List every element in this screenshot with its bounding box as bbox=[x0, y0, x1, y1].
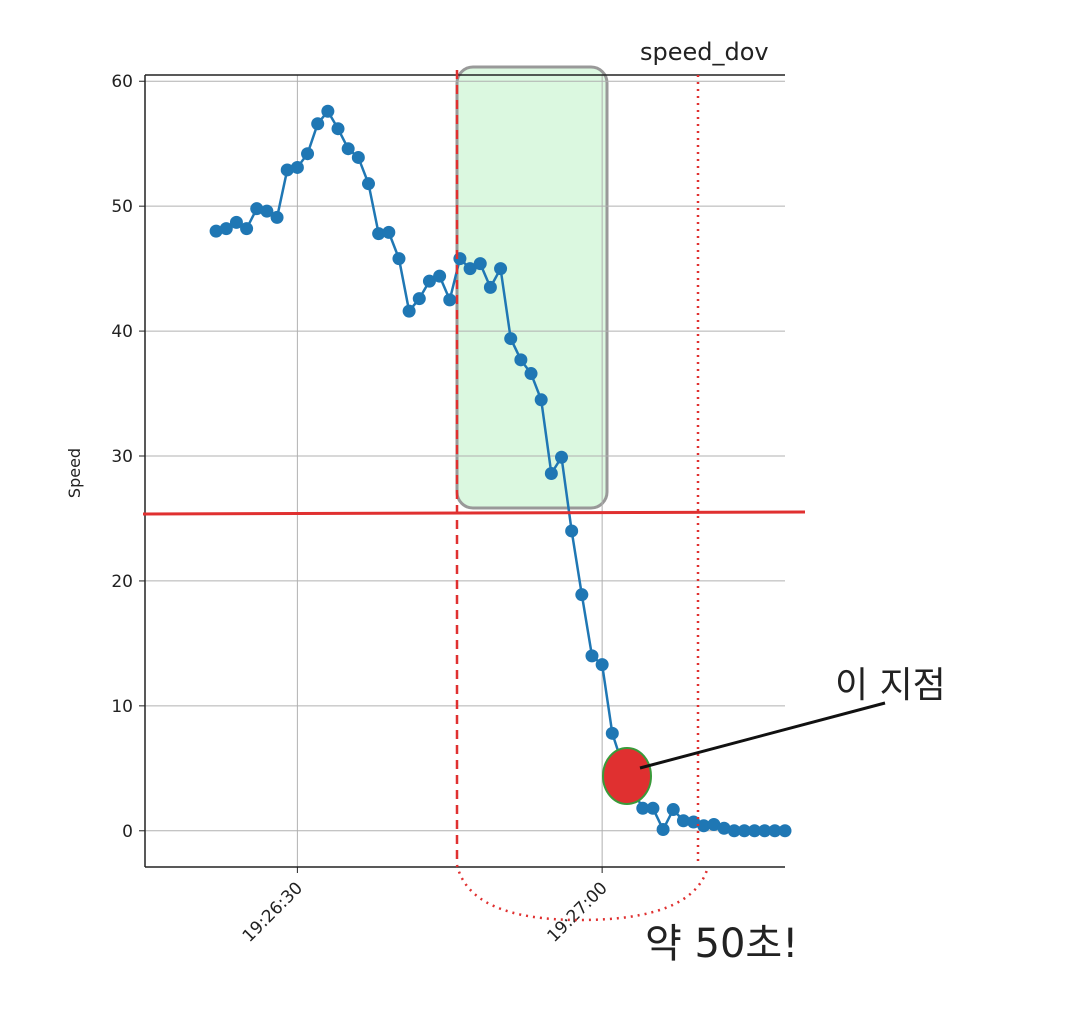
data-point bbox=[402, 304, 416, 318]
data-point bbox=[433, 269, 447, 283]
data-point bbox=[483, 280, 497, 294]
data-point bbox=[504, 332, 518, 346]
data-point bbox=[585, 649, 599, 663]
data-point bbox=[361, 177, 375, 191]
data-point bbox=[778, 824, 792, 838]
marker-blob bbox=[602, 747, 652, 805]
data-point bbox=[534, 393, 548, 407]
y-tick-label: 0 bbox=[122, 822, 133, 842]
data-point bbox=[565, 524, 579, 538]
data-point bbox=[311, 117, 325, 131]
annotation: 이 지점 bbox=[835, 665, 946, 706]
data-point bbox=[463, 262, 477, 276]
data-point bbox=[494, 262, 508, 276]
plot-area: 0 10 20 30 40 50 60 19:26:30 19:27:00 bbox=[111, 72, 792, 947]
data-point bbox=[768, 824, 782, 838]
y-tick-label: 30 bbox=[111, 447, 133, 467]
data-point bbox=[656, 823, 670, 837]
data-point bbox=[301, 147, 315, 161]
data-point bbox=[280, 163, 294, 177]
data-point bbox=[737, 824, 751, 838]
data-point bbox=[727, 824, 741, 838]
y-axis-label: Speed bbox=[65, 448, 84, 498]
chart-title: speed_dov bbox=[640, 38, 769, 66]
data-point bbox=[250, 202, 264, 216]
x-tick-label: 19:26:30 bbox=[239, 878, 307, 946]
data-point bbox=[524, 367, 538, 381]
data-point bbox=[555, 450, 569, 464]
data-point bbox=[219, 222, 233, 236]
data-point bbox=[676, 814, 690, 828]
data-point bbox=[646, 801, 660, 815]
data-point bbox=[321, 104, 335, 118]
data-point bbox=[341, 142, 355, 156]
data-point bbox=[697, 819, 711, 833]
y-tick-label: 50 bbox=[111, 197, 133, 217]
y-tick-label: 10 bbox=[111, 697, 133, 717]
data-point bbox=[544, 466, 558, 480]
data-point bbox=[392, 252, 406, 266]
data-point bbox=[443, 293, 457, 307]
data-point bbox=[412, 292, 426, 306]
data-point bbox=[260, 204, 274, 218]
highlight-box bbox=[455, 65, 609, 510]
data-point bbox=[595, 658, 609, 672]
data-point bbox=[707, 818, 721, 832]
threshold-line bbox=[142, 510, 806, 516]
data-point bbox=[290, 160, 304, 174]
data-point bbox=[382, 225, 396, 239]
y-tick-label: 60 bbox=[111, 72, 133, 92]
data-point bbox=[514, 353, 528, 367]
y-tick-label: 40 bbox=[111, 322, 133, 342]
data-point bbox=[331, 122, 345, 136]
data-point bbox=[748, 824, 762, 838]
data-point bbox=[209, 224, 223, 238]
data-point bbox=[758, 824, 772, 838]
x-tick-label: 19:27:00 bbox=[544, 878, 612, 946]
data-point bbox=[422, 274, 436, 288]
data-point bbox=[351, 150, 365, 164]
data-point bbox=[473, 257, 487, 271]
data-point bbox=[605, 726, 619, 740]
callout-line bbox=[639, 701, 886, 770]
data-point bbox=[666, 803, 680, 817]
data-point bbox=[636, 801, 650, 815]
y-tick-label: 20 bbox=[111, 572, 133, 592]
annotation: 약 50초! bbox=[645, 921, 798, 967]
data-point bbox=[229, 215, 243, 229]
data-point bbox=[270, 210, 284, 224]
data-point bbox=[717, 821, 731, 835]
data-point bbox=[575, 588, 589, 602]
data-point bbox=[240, 222, 254, 236]
data-point bbox=[372, 227, 386, 241]
data-point bbox=[453, 252, 467, 266]
